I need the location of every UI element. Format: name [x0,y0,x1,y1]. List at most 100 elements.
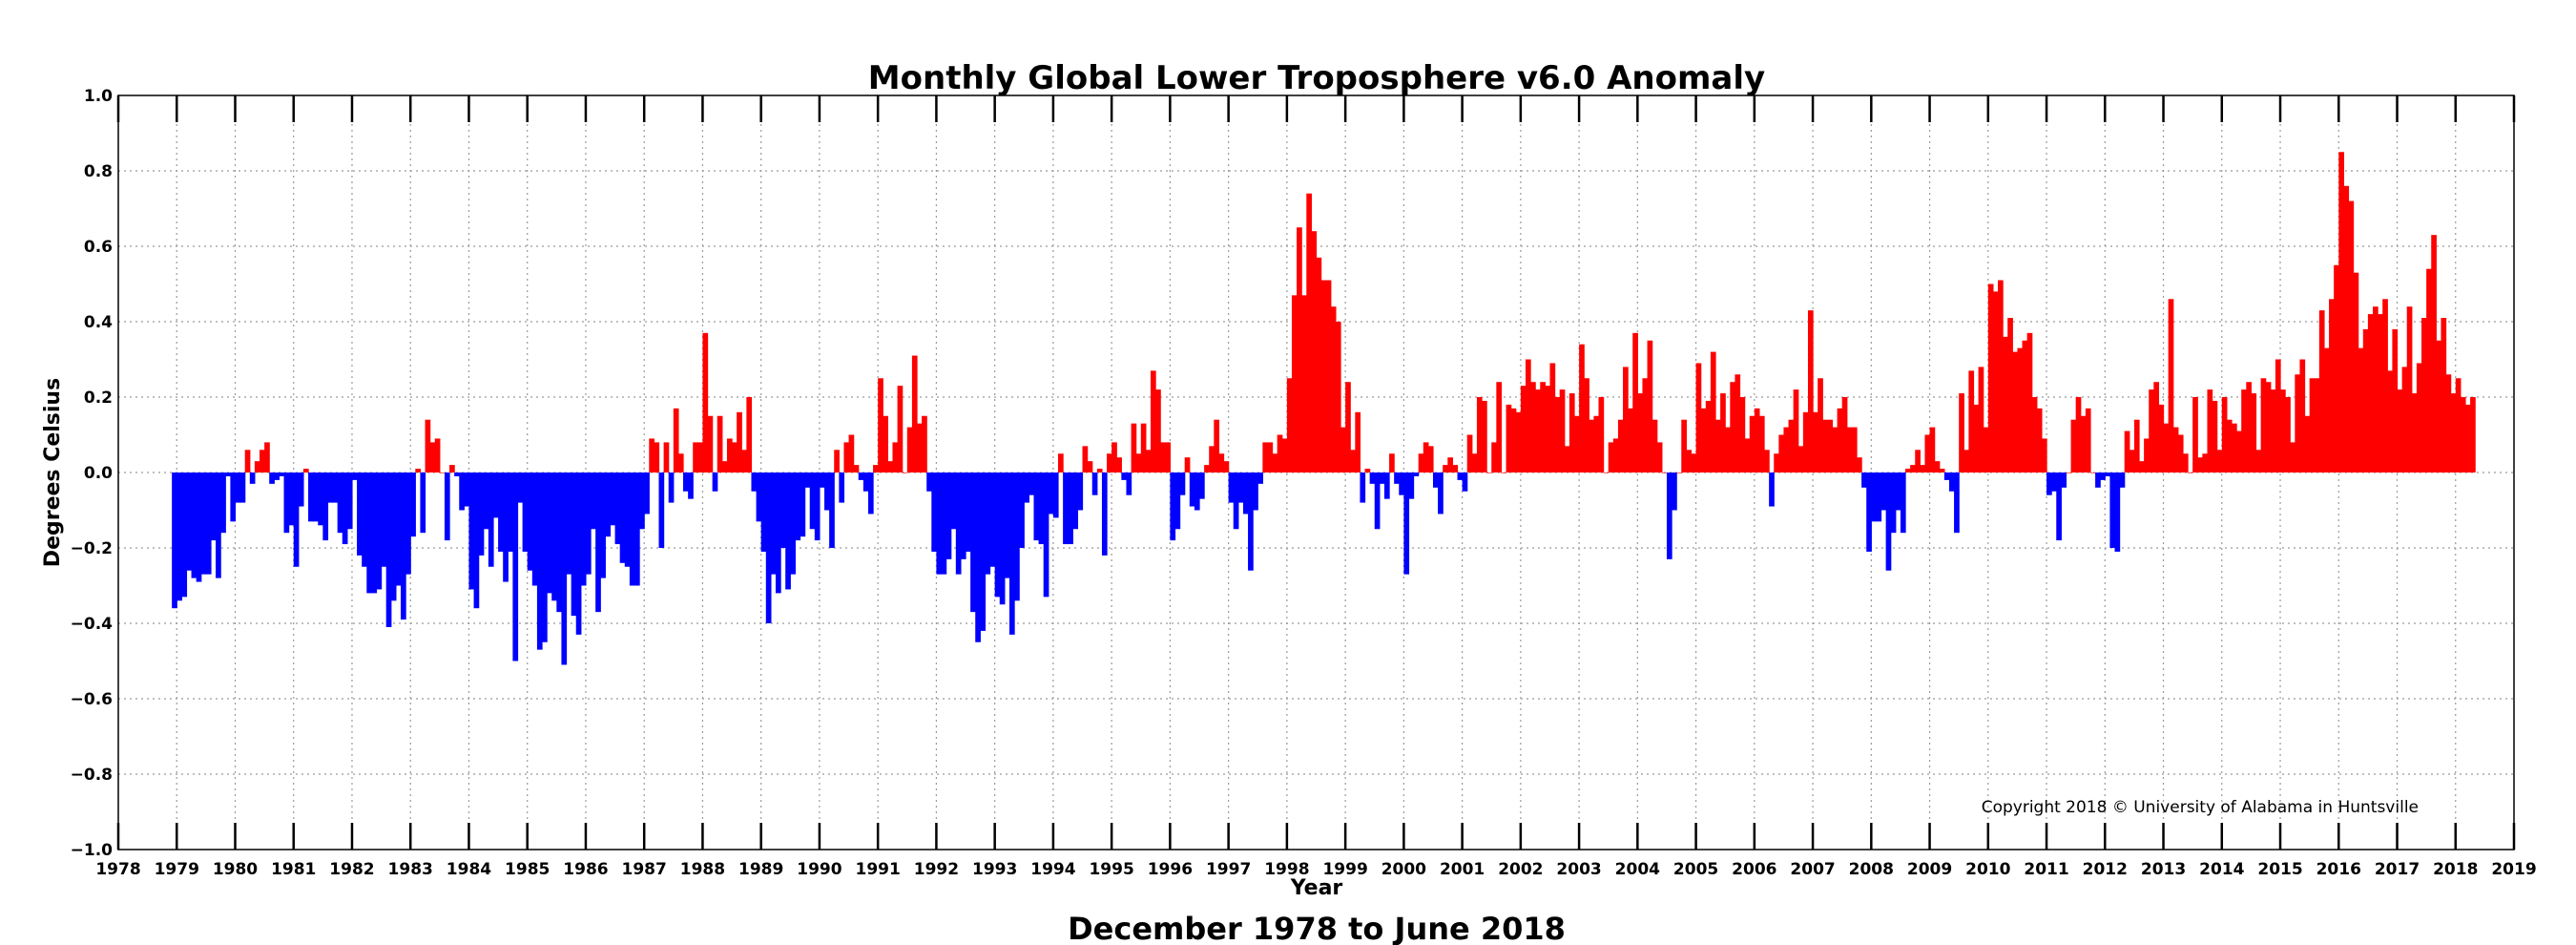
anomaly-bar [654,442,660,472]
anomaly-bar [677,453,684,472]
x-tick-label: 1988 [680,860,725,879]
anomaly-bar [765,472,772,623]
anomaly-bar [862,472,869,492]
anomaly-bar [950,472,957,530]
anomaly-bar [508,472,513,552]
anomaly-bar [1963,450,1969,472]
anomaly-bar [230,472,237,522]
anomaly-bar [1360,472,1366,503]
anomaly-bar [2061,472,2067,488]
anomaly-bar [293,472,300,567]
anomaly-bar [1637,393,1644,472]
anomaly-bar [1987,284,1994,472]
anomaly-bar [1885,472,1892,571]
x-tick-label: 1983 [388,860,433,879]
anomaly-bar [527,472,533,571]
anomaly-bar [2372,306,2379,472]
y-tick-label: 0.0 [84,464,113,483]
anomaly-bar [712,472,718,492]
anomaly-bar [1126,472,1132,495]
anomaly-bar [186,472,193,571]
anomaly-bar [1179,472,1186,495]
x-axis-label: Year [1290,876,1343,900]
anomaly-bar [492,472,499,518]
anomaly-bar [906,427,913,472]
y-tick-label: −0.2 [71,539,113,558]
anomaly-bar [824,472,830,511]
anomaly-bar [1340,427,1346,472]
anomaly-bar [1535,389,1541,472]
anomaly-bar [2241,389,2247,472]
anomaly-bar [2007,318,2013,472]
anomaly-bar [1101,472,1108,556]
anomaly-bar [1525,359,1531,472]
anomaly-bar [600,472,606,578]
anomaly-bar [1661,472,1668,473]
x-tick-label: 1991 [856,860,901,879]
anomaly-bar [1813,411,1818,472]
anomaly-bar [658,472,665,548]
anomaly-bar [2260,378,2267,472]
x-tick-label: 1995 [1089,860,1133,879]
anomaly-bar [1827,419,1834,472]
anomaly-bar [239,472,246,503]
anomaly-bar [2226,419,2233,472]
anomaly-bar [288,472,295,526]
anomaly-bar [1335,322,1341,472]
anomaly-bar [2177,434,2184,472]
anomaly-bar [1257,472,1263,484]
anomaly-bar [917,423,923,472]
anomaly-bar [1725,427,1731,472]
anomaly-bar [2012,351,2019,472]
anomaly-bar [2221,397,2228,472]
anomaly-bar [639,472,645,530]
anomaly-bar [834,450,840,472]
anomaly-bar [1462,472,1468,492]
anomaly-bar [1091,472,1098,495]
anomaly-bar [1948,472,1955,492]
anomaly-bar [2348,200,2355,472]
x-tick-label: 1980 [213,860,258,879]
anomaly-bar [1818,378,1823,472]
anomaly-bar [1915,450,1921,472]
anomaly-bar [2265,382,2272,472]
anomaly-bar [688,472,694,499]
anomaly-bar [1320,280,1327,472]
anomaly-bar [1476,397,1483,472]
anomaly-bar [342,472,348,545]
anomaly-bar [945,472,952,559]
anomaly-bar [693,442,698,472]
anomaly-bar [1237,472,1244,503]
anomaly-bar [196,472,202,582]
anomaly-bar [351,472,358,480]
chart-title: Monthly Global Lower Troposphere v6.0 An… [868,59,1765,97]
anomaly-bar [2275,359,2281,472]
anomaly-bar [2207,389,2213,472]
anomaly-bar [216,472,221,578]
x-tick-label: 2013 [2141,860,2186,879]
anomaly-bar [2046,472,2052,495]
anomaly-bar [269,472,275,484]
anomaly-bar [1564,446,1570,472]
anomaly-bar [1822,419,1828,472]
anomaly-bar [1744,438,1751,472]
anomaly-bar [1983,427,1989,472]
y-tick-label: 0.2 [84,388,113,408]
anomaly-bar [922,415,927,472]
anomaly-bar [1423,442,1429,472]
anomaly-bar [483,472,489,530]
anomaly-bar [1954,472,1960,534]
anomaly-bar [1764,450,1770,472]
anomaly-bar [2246,382,2252,472]
anomaly-bar [804,472,811,488]
anomaly-bar [1170,472,1176,541]
anomaly-bar [2163,423,2170,472]
anomaly-bar [2003,336,2008,472]
anomaly-bar [381,472,387,567]
anomaly-bar [2095,472,2101,488]
anomaly-bar [814,472,821,541]
y-tick-label: 0.8 [84,162,113,181]
anomaly-bar [2231,423,2237,472]
anomaly-bar [2464,404,2471,472]
anomaly-bar [210,472,217,541]
